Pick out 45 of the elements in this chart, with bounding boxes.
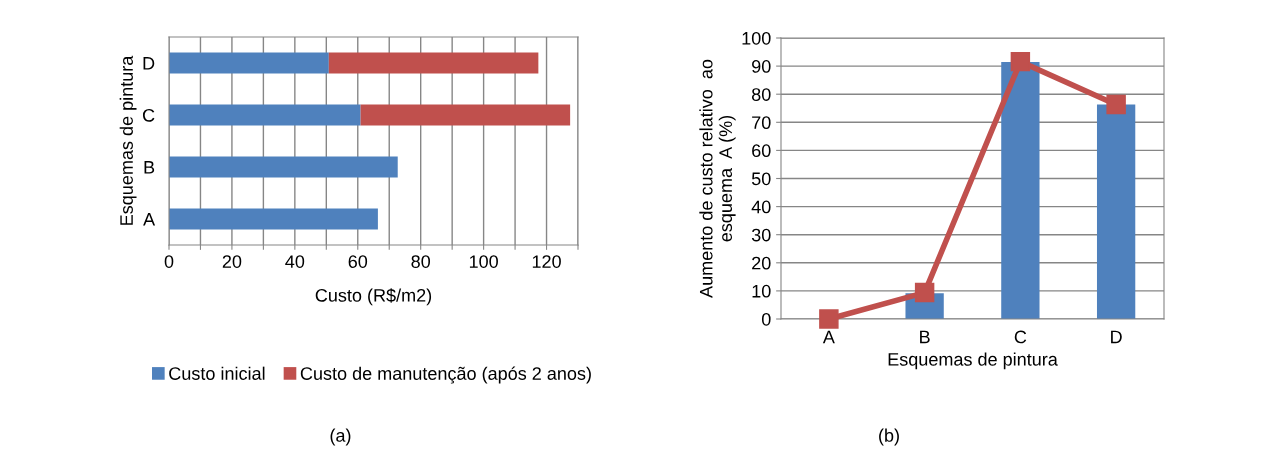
x-tick-label: 120 (532, 255, 561, 268)
y-tick-label: 100 (742, 31, 771, 45)
bar (1096, 104, 1136, 319)
point (819, 309, 839, 329)
y-axis-title: Esquemas de pintura (119, 55, 137, 225)
y-tick-label: 70 (752, 116, 771, 130)
x-axis-title: Esquemas de pintura (888, 352, 1058, 370)
x-tick-label: 40 (285, 255, 305, 268)
y-tick-label: 80 (751, 88, 771, 101)
bar (169, 104, 361, 126)
x-axis-title: Custo (R$/m2) (315, 288, 432, 306)
x-tick-label: 100 (469, 255, 498, 268)
x-tick-label: 60 (348, 255, 368, 268)
bar (1001, 61, 1040, 319)
point (914, 282, 935, 303)
bar (169, 52, 329, 74)
y-tick-label: 60 (752, 144, 771, 158)
x-tick-label: B (920, 330, 930, 344)
text: (a) (330, 428, 351, 446)
y-tick-label: 90 (752, 60, 771, 73)
x-tick-label: D (1111, 330, 1122, 344)
x-tick-label: A (822, 330, 835, 344)
y-tick-label: 40 (751, 200, 771, 214)
legend-label: Custo de manutenção (após 2 anos) (300, 366, 591, 384)
y-tick-label: 30 (751, 228, 771, 242)
point (1010, 51, 1031, 72)
x-tick-label: 0 (164, 255, 174, 268)
bar (328, 52, 539, 74)
point (1106, 94, 1126, 115)
x-tick-label: 80 (411, 255, 431, 268)
x-tick-label: 20 (222, 255, 242, 268)
legend-label: Custo inicial (169, 366, 265, 380)
y-tick-label: C (142, 108, 155, 122)
y-tick-label: 50 (751, 172, 771, 186)
text: (b) (879, 428, 899, 446)
y-tick-label: D (143, 57, 155, 70)
bar (360, 104, 571, 126)
y-axis-title: Aumento de custo relativo ao esquema A (%) (699, 59, 736, 298)
y-tick-label: 0 (761, 312, 771, 326)
bar (169, 156, 398, 178)
x-tick-label: C (1014, 330, 1027, 344)
y-tick-label: A (143, 213, 156, 226)
y-tick-label: 10 (752, 284, 771, 298)
y-tick-label: B (144, 161, 155, 174)
bar (169, 208, 378, 230)
